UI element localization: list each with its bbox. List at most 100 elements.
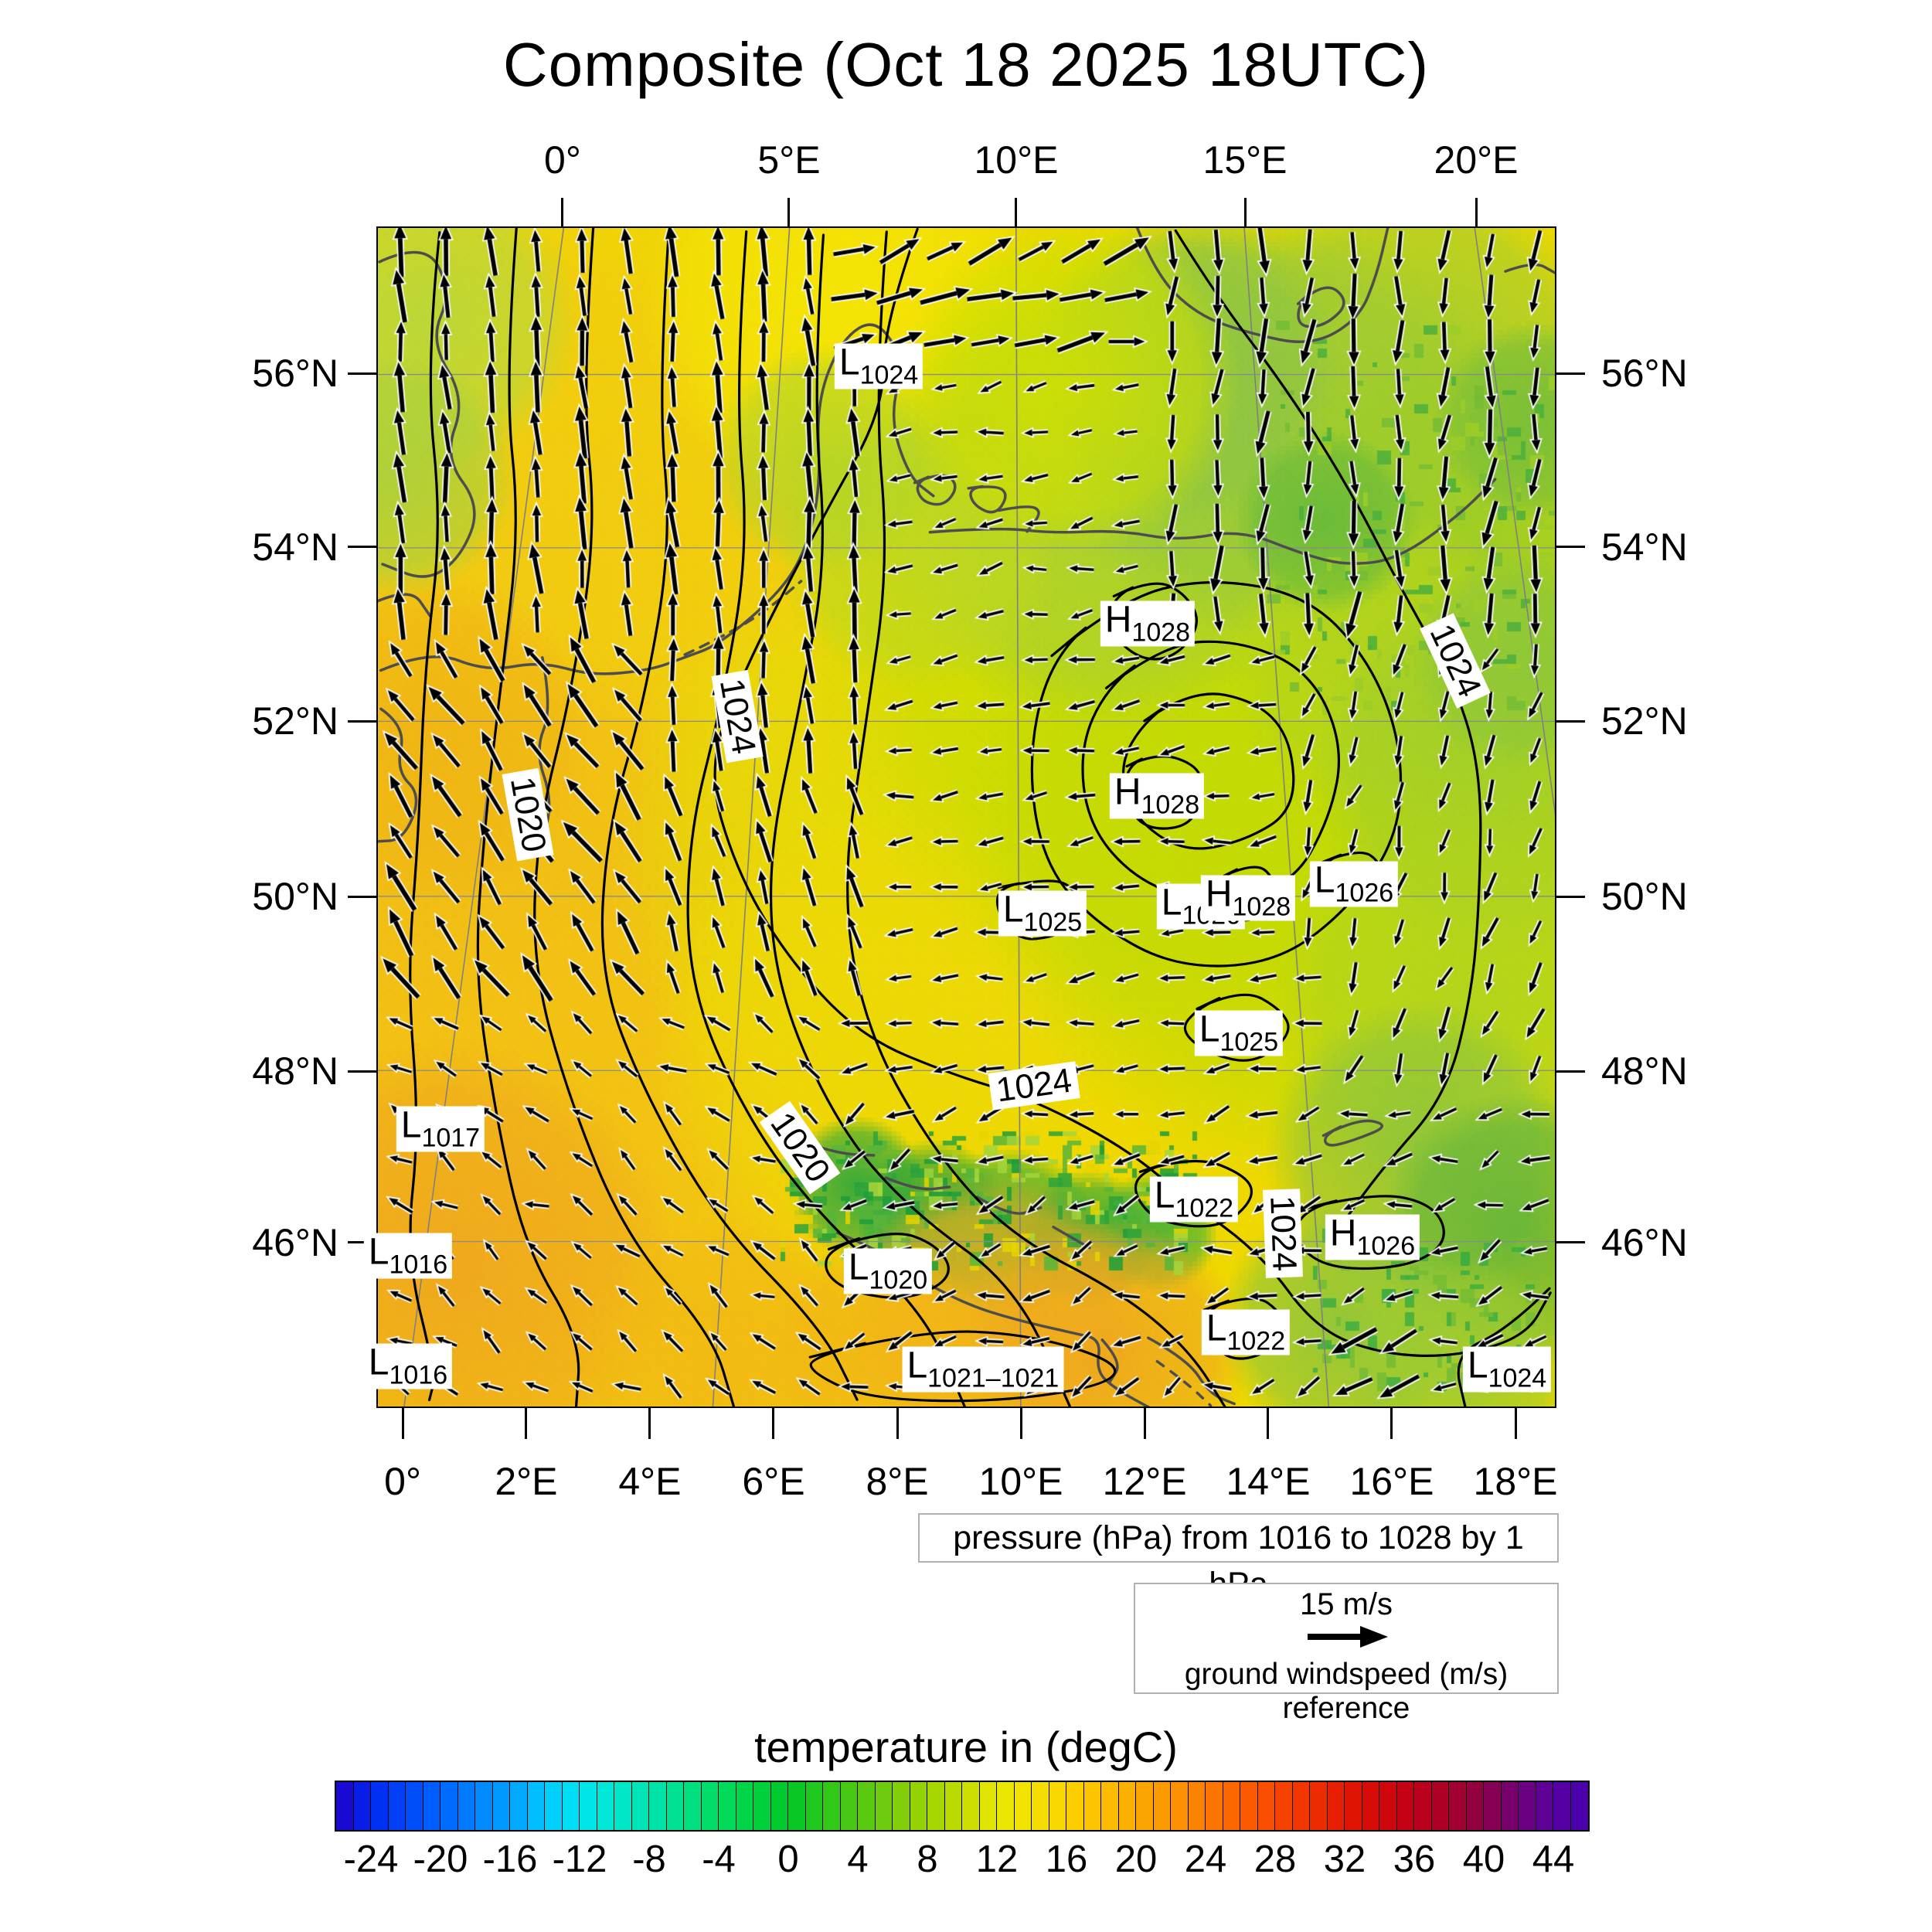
colorbar-segment (997, 1782, 1015, 1830)
pressure-value: 1024 (1488, 1363, 1547, 1393)
colorbar-segment (1049, 1782, 1066, 1830)
colorbar-segment (336, 1782, 354, 1830)
colorbar-segment (649, 1782, 667, 1830)
right-tick (1556, 546, 1585, 549)
bottom-tick (1514, 1408, 1517, 1439)
pressure-letter: H (1104, 599, 1132, 641)
colorbar (335, 1781, 1590, 1832)
colorbar-segment (510, 1782, 528, 1830)
colorbar-segment (492, 1782, 510, 1830)
colorbar-segment (1501, 1782, 1519, 1830)
top-tick (1475, 198, 1478, 226)
colorbar-segment (1066, 1782, 1084, 1830)
pressure-value: 1028 (1232, 892, 1291, 922)
low-pressure-label-1020: L1020 (843, 1247, 933, 1295)
wind-reference-legend: 15 m/s ground windspeed (m/s) reference (1134, 1583, 1559, 1725)
bottom-tick (525, 1408, 528, 1439)
bottom-axis-label: 18°E (1473, 1460, 1558, 1503)
pressure-value: 1022 (1226, 1326, 1286, 1356)
pressure-value: 1026 (1335, 878, 1394, 908)
right-tick (1556, 1070, 1585, 1073)
bottom-axis-label: 12°E (1102, 1460, 1187, 1503)
colorbar-segment (1327, 1782, 1345, 1830)
bottom-tick (1143, 1408, 1146, 1439)
colorbar-segment (979, 1782, 997, 1830)
wind-reference-arrow-icon (1308, 1626, 1388, 1648)
colorbar-tick-label: 16 (1045, 1838, 1088, 1880)
colorbar-segment (545, 1782, 563, 1830)
colorbar-segment (1101, 1782, 1119, 1830)
pressure-letter: H (1205, 873, 1233, 915)
left-axis-label: 56°N (252, 352, 338, 396)
low-pressure-label-1025: L1025 (1194, 1010, 1284, 1057)
pressure-value: 1025 (1219, 1027, 1279, 1057)
bottom-axis-label: 8°E (866, 1460, 929, 1503)
pressure-letter: H (1329, 1213, 1357, 1254)
bottom-axis-label: 16°E (1349, 1460, 1434, 1503)
colorbar-segment (1431, 1782, 1449, 1830)
pressure-value: 1028 (1131, 617, 1191, 648)
left-tick (348, 895, 376, 898)
colorbar-segment (770, 1782, 788, 1830)
pressure-letter: L (368, 1231, 389, 1273)
pressure-value: 1020 (869, 1265, 928, 1295)
colorbar-segment (1310, 1782, 1328, 1830)
colorbar-segment (1240, 1782, 1258, 1830)
low-pressure-label-1026: L1026 (1309, 859, 1399, 908)
colorbar-tick-label: 28 (1253, 1838, 1297, 1880)
low-pressure-label-1024: L1024 (834, 343, 923, 390)
right-axis-label: 46°N (1601, 1220, 1688, 1264)
top-axis-label: 0° (544, 138, 581, 182)
pressure-letter: L (1206, 1308, 1227, 1349)
colorbar-segment (1379, 1782, 1397, 1830)
pressure-value: 1024 (859, 360, 919, 390)
colorbar-segment (631, 1782, 649, 1830)
right-tick (1556, 719, 1585, 723)
right-axis-label: 56°N (1601, 352, 1688, 396)
left-axis-label: 52°N (252, 699, 338, 743)
pressure-value: 1016 (389, 1360, 448, 1390)
left-tick (348, 372, 376, 375)
colorbar-tick-label: 40 (1462, 1838, 1505, 1880)
colorbar-title: temperature in (degC) (754, 1723, 1178, 1771)
colorbar-segment (805, 1782, 823, 1830)
colorbar-segment (910, 1782, 927, 1830)
pressure-value: 1016 (389, 1250, 448, 1280)
colorbar-segment (406, 1782, 423, 1830)
colorbar-segment (1362, 1782, 1379, 1830)
colorbar-segment (1118, 1782, 1136, 1830)
pressure-value: 1025 (1023, 907, 1083, 937)
colorbar-segment (1257, 1782, 1275, 1830)
high-pressure-label-1028: H1028 (1200, 873, 1296, 922)
colorbar-segment (701, 1782, 719, 1830)
colorbar-segment (1292, 1782, 1310, 1830)
colorbar-tick-label: -8 (632, 1838, 666, 1880)
high-pressure-label-1026: H1026 (1325, 1213, 1420, 1261)
top-tick (1243, 198, 1247, 226)
pressure-value: 1028 (1141, 790, 1200, 820)
colorbar-segment (736, 1782, 753, 1830)
colorbar-segment (788, 1782, 806, 1830)
bottom-axis-label: 2°E (495, 1460, 558, 1503)
left-tick (348, 719, 376, 723)
colorbar-segment (1414, 1782, 1432, 1830)
colorbar-segment (1153, 1782, 1171, 1830)
colorbar-segment (1484, 1782, 1502, 1830)
colorbar-tick-label: 44 (1532, 1838, 1575, 1880)
colorbar-tick-label: 0 (777, 1838, 799, 1880)
colorbar-segment (1032, 1782, 1049, 1830)
colorbar-segment (1466, 1782, 1484, 1830)
pressure-letter: L (848, 1247, 869, 1288)
colorbar-segment (1345, 1782, 1362, 1830)
top-tick (561, 198, 564, 226)
pressure-caption: pressure (hPa) from 1016 to 1028 by 1 hP… (918, 1513, 1559, 1603)
pressure-letter: L (1314, 859, 1335, 901)
right-tick (1556, 1241, 1585, 1244)
wind-reference-speed: 15 m/s (1299, 1587, 1393, 1621)
colorbar-segment (840, 1782, 858, 1830)
high-pressure-label-1028: H1028 (1100, 599, 1196, 648)
pressure-value: 1026 (1356, 1231, 1416, 1261)
colorbar-segment (597, 1782, 614, 1830)
bottom-tick (896, 1408, 899, 1439)
